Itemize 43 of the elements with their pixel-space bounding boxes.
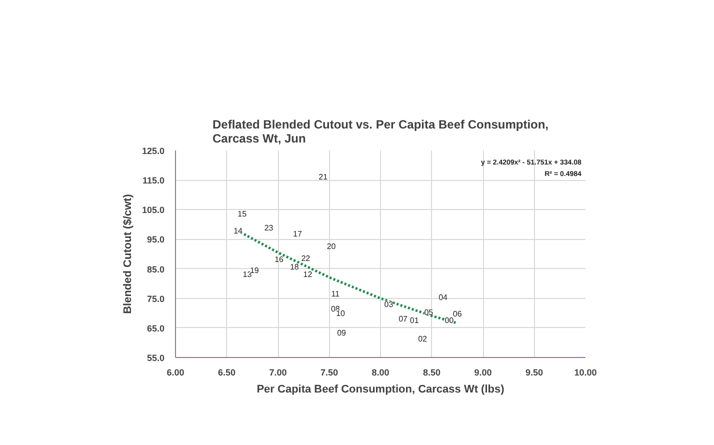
annotation: 15 bbox=[238, 209, 248, 218]
x-tick-label: 7.00 bbox=[269, 368, 287, 378]
annotation: 00 bbox=[444, 316, 454, 325]
annotation: 07 bbox=[398, 314, 408, 324]
x-tick-label: 6.00 bbox=[166, 368, 184, 378]
x-tick-label: 6.50 bbox=[218, 368, 236, 378]
annotation: 01 bbox=[410, 316, 420, 326]
annotation: 06 bbox=[452, 310, 462, 319]
annotation: 10 bbox=[336, 309, 346, 318]
x-tick-label: 10.00 bbox=[574, 368, 597, 378]
y-tick-label: 105.0 bbox=[142, 205, 165, 216]
chart-title: Deflated Blended Cutout vs. Per Capita Beef Consumption, Carcass Wt, Jun bbox=[212, 118, 549, 146]
x-tick-label: 7.50 bbox=[320, 368, 338, 378]
y-tick-label: 85.0 bbox=[146, 264, 165, 274]
x-tick-label: 8.00 bbox=[372, 368, 390, 378]
annotation: 11 bbox=[331, 289, 340, 298]
annotation: 13 bbox=[242, 270, 252, 280]
x-axis-title: Per Capita Beef Consumption, Carcass Wt (lbs) bbox=[256, 384, 505, 396]
annotation: 09 bbox=[337, 328, 347, 338]
y-tick-label: 115.0 bbox=[142, 176, 165, 186]
y-tick-label: 95.0 bbox=[146, 234, 165, 245]
annotation: 23 bbox=[264, 223, 274, 232]
annotation: 03 bbox=[384, 300, 394, 309]
annotation: 14 bbox=[234, 226, 244, 236]
y-axis-title: Blended Cutout ($/cwt) bbox=[122, 194, 134, 314]
y-tick-label: 125.0 bbox=[142, 146, 165, 156]
annotation: 20 bbox=[326, 242, 336, 252]
annotation: 04 bbox=[438, 292, 448, 302]
x-tick-label: 9.50 bbox=[525, 368, 544, 378]
annotation: 05 bbox=[424, 308, 434, 317]
y-tick-label: 55.0 bbox=[146, 353, 165, 363]
annotation: 22 bbox=[301, 254, 311, 264]
annotation: 02 bbox=[418, 334, 428, 344]
y-tick-label: 75.0 bbox=[146, 294, 165, 304]
annotation: 17 bbox=[293, 230, 302, 239]
annotation: 16 bbox=[274, 255, 284, 264]
annotation: 21 bbox=[318, 172, 328, 182]
annotation: 18 bbox=[290, 262, 300, 272]
x-tick-label: 8.50 bbox=[422, 368, 441, 378]
annotation: 19 bbox=[250, 266, 260, 275]
y-tick-label: 65.0 bbox=[146, 323, 165, 334]
annotation: 12 bbox=[303, 270, 313, 280]
x-tick-label: 9.00 bbox=[474, 368, 492, 378]
